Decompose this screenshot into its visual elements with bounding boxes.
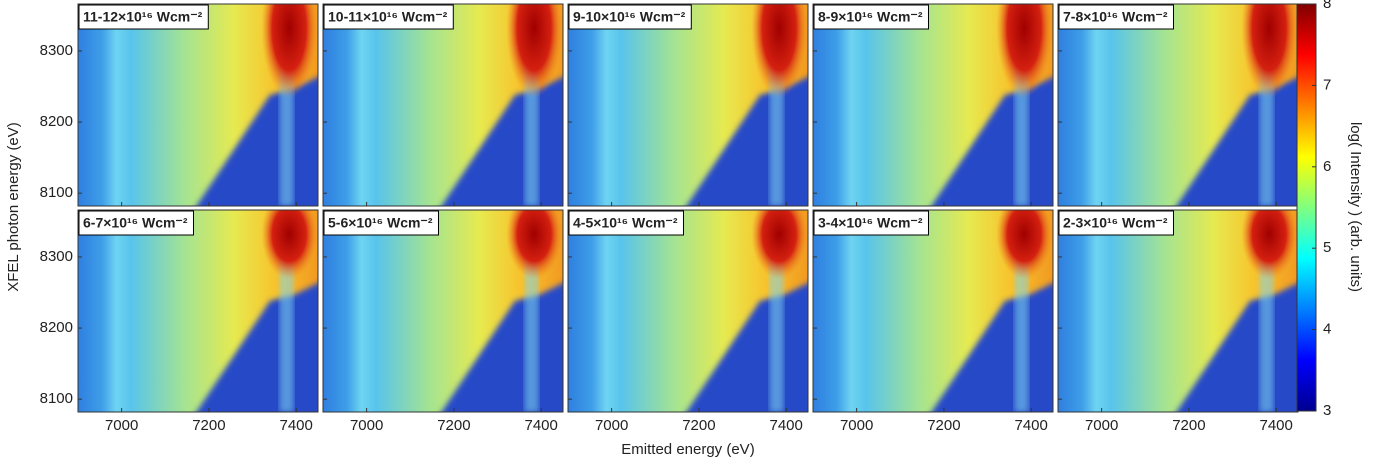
panel: 10-11×10¹⁶ Wcm⁻² — [322, 3, 564, 207]
panel-title-box — [568, 210, 684, 236]
panel: 7000 7200 7400 4-5×10¹⁶ Wcm⁻² — [567, 209, 809, 434]
frame — [77, 3, 319, 207]
panel: 7000 7200 7400 3-4×10¹⁶ Wcm⁻² — [812, 209, 1054, 434]
x-tick-label: 7400 — [769, 417, 802, 434]
peak — [1241, 4, 1298, 99]
heatmap-image — [813, 210, 1053, 412]
x-tick-label: 7200 — [927, 417, 960, 434]
x-axis-label: Emitted energy (eV) — [621, 441, 754, 458]
colorbar-tick-label: 4 — [1323, 321, 1331, 338]
peak — [996, 210, 1053, 280]
panel-title: 11-12×10¹⁶ Wcm⁻² — [83, 9, 203, 25]
x-tick-label: 7400 — [1259, 417, 1292, 434]
x-tick-label: 7400 — [279, 417, 312, 434]
panel-title: 2-3×10¹⁶ Wcm⁻² — [1063, 215, 1168, 231]
x-tick-label: 7000 — [105, 417, 138, 434]
y-tick-label: 8100 — [40, 184, 73, 201]
y-tick-label: 8100 — [40, 390, 73, 407]
panel-title: 4-5×10¹⁶ Wcm⁻² — [573, 215, 678, 231]
frame — [812, 3, 1054, 207]
x-tick-label: 7000 — [595, 417, 628, 434]
frame — [322, 209, 564, 413]
y-tick-label: 8200 — [40, 113, 73, 130]
panel: 7000 7200 7400 8100 8200 8300 6-7×10¹⁶ Wcm⁻² — [40, 209, 319, 434]
x-tick-label: 7000 — [1085, 417, 1118, 434]
colorbar-tick-label: 5 — [1323, 239, 1331, 256]
peak — [261, 210, 318, 280]
panel: 8-9×10¹⁶ Wcm⁻² — [812, 3, 1054, 207]
heatmap-image — [1058, 4, 1298, 206]
peak — [1241, 210, 1298, 280]
panel: 7000 7200 7400 5-6×10¹⁶ Wcm⁻² — [322, 209, 564, 434]
panel-title-box — [813, 210, 929, 236]
colorbar-tick-label: 6 — [1323, 158, 1331, 175]
panel-title-box — [1058, 4, 1174, 30]
peak — [751, 210, 808, 280]
x-tick-label: 7000 — [350, 417, 383, 434]
panel: 9-10×10¹⁶ Wcm⁻² — [567, 3, 809, 207]
x-tick-label: 7400 — [524, 417, 557, 434]
x-tick-label: 7200 — [437, 417, 470, 434]
panel-title: 3-4×10¹⁶ Wcm⁻² — [818, 215, 923, 231]
panel-title-box — [568, 4, 692, 30]
x-tick-label: 7400 — [1014, 417, 1047, 434]
panel-title-box — [78, 210, 194, 236]
y-tick-label: 8300 — [40, 42, 73, 59]
frame — [812, 209, 1054, 413]
heatmap-image — [323, 210, 563, 412]
panel-title: 10-11×10¹⁶ Wcm⁻² — [328, 9, 448, 25]
peak — [506, 4, 563, 99]
heatmap-image — [78, 4, 318, 206]
panel-title: 9-10×10¹⁶ Wcm⁻² — [573, 9, 686, 25]
x-tick-label: 7200 — [1172, 417, 1205, 434]
y-axis-label: XFEL photon energy (eV) — [5, 122, 22, 292]
panel-title: 5-6×10¹⁶ Wcm⁻² — [328, 215, 433, 231]
peak — [996, 4, 1053, 99]
colorbar-tick-label: 3 — [1323, 402, 1331, 419]
panel-title-box — [78, 4, 209, 30]
y-tick-label: 8200 — [40, 319, 73, 336]
x-tick-label: 7000 — [840, 417, 873, 434]
panel-title-box — [323, 4, 454, 30]
x-tick-label: 7200 — [192, 417, 225, 434]
colorbar-label: log( Intensity ) (arb. units) — [1347, 122, 1364, 292]
frame — [322, 3, 564, 207]
colorbar-tick-label: 8 — [1323, 0, 1331, 12]
heatmap-image — [568, 210, 808, 412]
peak — [261, 4, 318, 99]
panel-title-box — [323, 210, 439, 236]
frame — [567, 209, 809, 413]
heatmap-image — [568, 4, 808, 206]
colorbar — [1296, 3, 1317, 412]
panel: 7-8×10¹⁶ Wcm⁻² — [1057, 3, 1299, 207]
heatmap-image — [78, 210, 318, 412]
panel-title-box — [1058, 210, 1174, 236]
panel-title: 8-9×10¹⁶ Wcm⁻² — [818, 9, 923, 25]
frame — [77, 209, 319, 413]
x-tick-label: 7200 — [682, 417, 715, 434]
heatmap-image — [813, 4, 1053, 206]
peak — [751, 4, 808, 99]
panel-title: 7-8×10¹⁶ Wcm⁻² — [1063, 9, 1168, 25]
peak — [506, 210, 563, 280]
heatmap-image — [1058, 210, 1298, 412]
panel: 7000 7200 7400 2-3×10¹⁶ Wcm⁻² — [1057, 209, 1299, 434]
panel: 8100 8200 8300 11-12×10¹⁶ Wcm⁻² — [40, 3, 319, 207]
y-tick-label: 8300 — [40, 248, 73, 265]
panel-title: 6-7×10¹⁶ Wcm⁻² — [83, 215, 188, 231]
frame — [567, 3, 809, 207]
heatmap-image — [323, 4, 563, 206]
panel-title-box — [813, 4, 929, 30]
colorbar-tick-label: 7 — [1323, 76, 1331, 93]
